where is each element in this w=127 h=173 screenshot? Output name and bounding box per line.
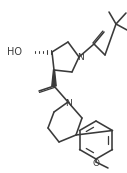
- Polygon shape: [52, 70, 56, 86]
- Text: O: O: [92, 160, 99, 169]
- Text: N: N: [78, 53, 84, 62]
- Text: HO: HO: [7, 47, 22, 57]
- Text: N: N: [66, 98, 72, 107]
